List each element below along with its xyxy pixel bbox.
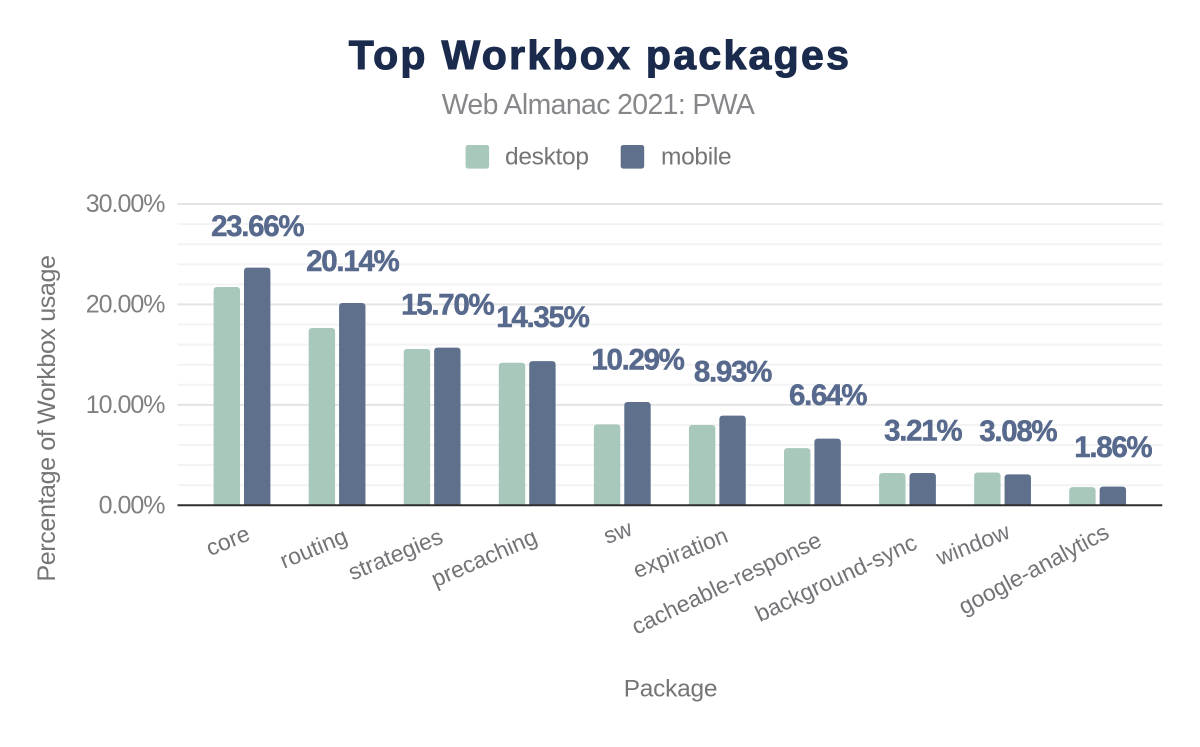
- svg-text:10.00%: 10.00%: [86, 391, 166, 419]
- svg-text:20.14%: 20.14%: [306, 245, 399, 278]
- svg-text:8.93%: 8.93%: [694, 355, 772, 388]
- svg-text:1.86%: 1.86%: [1074, 431, 1152, 464]
- svg-text:desktop: desktop: [505, 143, 589, 170]
- svg-text:Package: Package: [624, 676, 718, 703]
- svg-text:23.66%: 23.66%: [211, 210, 304, 243]
- svg-text:30.00%: 30.00%: [86, 190, 166, 218]
- svg-text:0.00%: 0.00%: [99, 492, 166, 520]
- svg-text:3.21%: 3.21%: [884, 414, 962, 447]
- svg-text:3.08%: 3.08%: [979, 415, 1057, 448]
- svg-text:14.35%: 14.35%: [496, 301, 589, 334]
- svg-text:10.29%: 10.29%: [591, 343, 684, 376]
- svg-text:20.00%: 20.00%: [86, 291, 166, 319]
- svg-text:mobile: mobile: [661, 143, 731, 170]
- svg-text:15.70%: 15.70%: [401, 289, 494, 322]
- svg-text:6.64%: 6.64%: [789, 379, 867, 412]
- svg-text:Top Workbox packages: Top Workbox packages: [349, 32, 851, 78]
- svg-text:Web Almanac 2021: PWA: Web Almanac 2021: PWA: [442, 89, 755, 121]
- svg-text:Percentage of Workbox usage: Percentage of Workbox usage: [33, 255, 61, 581]
